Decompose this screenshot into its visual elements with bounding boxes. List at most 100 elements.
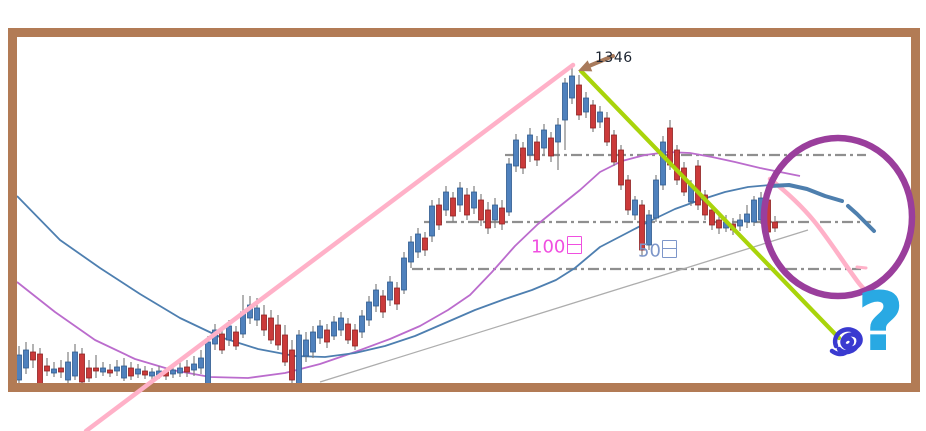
candle-up [646, 214, 652, 246]
candle-down [352, 329, 358, 347]
candle-down [590, 104, 596, 129]
candle-up [457, 187, 463, 206]
candle-down [576, 84, 582, 116]
scribble-doodle [832, 327, 863, 355]
candle-up [401, 257, 407, 291]
ma-50-day-label: 50 [638, 240, 678, 260]
peak-arrow-head [578, 60, 593, 72]
candle-up [751, 199, 757, 223]
candle-down [86, 367, 92, 379]
candle-up [317, 325, 323, 339]
candle-down [716, 219, 722, 229]
candle-up [205, 341, 211, 389]
pink-uptrend-line [83, 62, 576, 431]
candle-up [443, 191, 449, 211]
candle-up [226, 325, 232, 341]
candle-up [366, 301, 372, 321]
candle-up [310, 331, 316, 353]
candle-down [534, 141, 540, 161]
candle-down [702, 194, 708, 216]
candle-down [625, 179, 631, 211]
candle-down [450, 197, 456, 217]
candle-down [184, 366, 190, 373]
candle-up [653, 179, 659, 219]
question-mark-annotation: ? [857, 278, 904, 368]
scribble-doodle [829, 348, 848, 357]
candle-up [121, 365, 127, 379]
candle-up [296, 334, 302, 389]
candle-up [331, 321, 337, 337]
candle-up [303, 339, 309, 357]
candle-up [149, 371, 155, 377]
candle-up [555, 124, 561, 143]
candle-down [674, 149, 680, 181]
thin-gray-trendline [319, 229, 809, 383]
candle-down [44, 365, 50, 372]
candle-down [695, 165, 701, 206]
candle-up [562, 82, 568, 121]
ma-50-line [16, 184, 771, 358]
candle-down [611, 134, 617, 163]
candle-up [506, 163, 512, 213]
candle-up [170, 369, 176, 375]
candle-down [485, 209, 491, 229]
candle-up [191, 363, 197, 371]
candle-up [65, 361, 71, 381]
candle-down [478, 199, 484, 221]
candle-up [744, 213, 750, 223]
candle-down [709, 209, 715, 226]
ma-50-projection-stroke [768, 183, 844, 203]
green-breakdown-line [578, 68, 842, 341]
candle-up [541, 129, 547, 149]
candle-down [289, 349, 295, 381]
peak-arrow-shaft [587, 54, 615, 68]
candle-up [408, 241, 414, 263]
candle-down [79, 353, 85, 383]
candle-up [254, 307, 260, 321]
purple-highlight-circle [760, 134, 916, 300]
ma-100-line [16, 151, 801, 379]
candle-up [737, 219, 743, 227]
candle-up [23, 349, 29, 369]
candle-down [324, 329, 330, 343]
candle-down [499, 207, 505, 225]
candle-up [16, 354, 22, 381]
candle-up [660, 141, 666, 186]
candle-down [520, 147, 526, 169]
candle-up [583, 97, 589, 113]
candle-down [37, 353, 43, 389]
candle-up [387, 281, 393, 301]
kanji-day-glyph [662, 240, 678, 258]
scribble-doodle [841, 336, 855, 349]
candle-up [415, 233, 421, 253]
candle-up [492, 204, 498, 221]
candle-up [135, 368, 141, 375]
candle-up [114, 366, 120, 372]
candle-down [58, 367, 64, 373]
candle-up [429, 205, 435, 237]
candle-up [72, 351, 78, 377]
candle-up [527, 134, 533, 156]
candle-up [597, 111, 603, 123]
kanji-day-glyph [566, 236, 582, 254]
candle-down [548, 137, 554, 157]
candle-down [464, 194, 470, 216]
ma-50-projection-stroke [846, 204, 876, 233]
candle-down [128, 367, 134, 377]
candle-up [359, 315, 365, 333]
candle-down [345, 323, 351, 341]
candle-down [93, 367, 99, 372]
candle-up [198, 357, 204, 369]
candle-down [422, 237, 428, 251]
candle-down [282, 334, 288, 363]
candle-down [142, 370, 148, 376]
candle-up [373, 289, 379, 307]
candle-up [632, 199, 638, 216]
candle-down [275, 324, 281, 346]
candle-down [380, 295, 386, 313]
candle-up [100, 367, 106, 373]
candle-up [177, 367, 183, 374]
candle-down [107, 369, 113, 374]
